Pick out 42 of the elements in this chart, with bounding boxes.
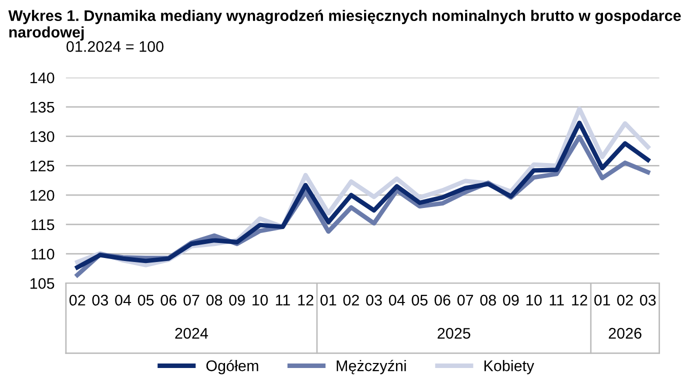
y-tick-label: 120 <box>30 190 54 201</box>
x-tick-label: 04 <box>115 294 132 306</box>
x-tick-label: 11 <box>276 294 290 306</box>
legend-label: Kobiety <box>484 360 534 374</box>
x-tick-label: 01 <box>320 294 336 306</box>
x-tick-label: 09 <box>229 294 245 306</box>
chart-title: Wykres 1. Dynamika mediany wynagrodzeń miesięcznych nominalnych brutto w gospodarce narodowej <box>8 10 681 41</box>
x-tick-label: 04 <box>388 294 405 306</box>
x-tick-label: 11 <box>550 294 564 306</box>
x-tick-label: 09 <box>503 294 519 306</box>
text: 2026 <box>608 328 642 339</box>
x-tick-label: 03 <box>366 294 382 306</box>
y-tick-label: 105 <box>30 278 54 289</box>
x-tick-label: 03 <box>92 294 108 306</box>
x-tick-label: 02 <box>617 294 633 306</box>
x-tick-label: 10 <box>252 294 268 306</box>
y-tick-label: 135 <box>30 102 54 113</box>
x-tick-label: 10 <box>526 294 542 306</box>
x-tick-label: 08 <box>206 294 222 306</box>
x-tick-label: 08 <box>480 294 496 306</box>
x-tick-label: 06 <box>434 294 450 306</box>
y-tick-label: 130 <box>30 131 54 142</box>
x-tick-label: 02 <box>69 294 86 306</box>
y-tick-label: 110 <box>32 248 54 260</box>
x-tick-label: 12 <box>572 294 588 306</box>
y-tick-label: 125 <box>30 160 54 172</box>
x-tick-label: 05 <box>138 294 154 306</box>
x-tick-label: 07 <box>457 294 474 306</box>
x-tick-label: 07 <box>184 294 200 306</box>
chart-subtitle: 01.2024 = 100 <box>66 41 164 52</box>
x-tick-label: 12 <box>298 294 314 306</box>
y-tick-label: 115 <box>32 220 54 230</box>
x-tick-label: 01 <box>594 294 610 306</box>
x-tick-label: 03 <box>640 294 656 306</box>
legend-label: Mężczyźni <box>336 360 406 374</box>
text: 2024 <box>175 328 208 339</box>
x-tick-label: 02 <box>343 294 359 306</box>
legend-label: Ogółem <box>206 360 258 374</box>
y-tick-label: 140 <box>30 72 54 84</box>
text: 2025 <box>438 328 470 339</box>
x-tick-label: 05 <box>412 294 428 306</box>
x-tick-label: 06 <box>160 294 176 306</box>
